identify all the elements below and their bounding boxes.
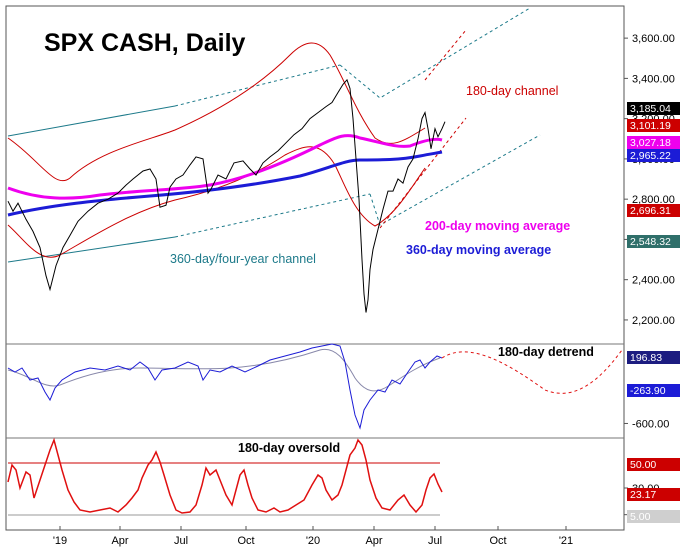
price-series-line — [7, 78, 446, 313]
badge-detrend-low: -263.90 — [627, 384, 680, 397]
annotation-360-day-ma: 360-day moving average — [406, 243, 551, 257]
annotation-four-year-channel: 360-day/four-year channel — [170, 252, 316, 266]
four-year-channel-upper-ext — [174, 64, 341, 107]
x-tick-label-1: Apr — [111, 535, 128, 547]
x-tick-group: '19 Apr Jul Oct '20 Apr Jul Oct '21 — [53, 526, 573, 547]
svg-text:5.00: 5.00 — [630, 511, 651, 523]
x-tick-label-7: Oct — [489, 535, 506, 547]
x-tick-label-4: '20 — [306, 535, 320, 547]
four-year-channel-projection — [339, 7, 531, 99]
y-tick-label-price-0: 2,200.00 — [632, 315, 675, 327]
detrend-panel — [7, 343, 623, 430]
svg-text:3,101.19: 3,101.19 — [630, 120, 671, 132]
svg-text:2,548.32: 2,548.32 — [630, 236, 671, 248]
badge-oversold-lower: 5.00 — [627, 510, 680, 523]
badge-four-year-lower: 2,548.32 — [627, 235, 680, 248]
x-tick-label-6: Jul — [428, 535, 442, 547]
x-tick-label-5: Apr — [365, 535, 382, 547]
svg-text:23.17: 23.17 — [630, 489, 656, 501]
y-tick-label-price-3: 2,800.00 — [632, 194, 675, 206]
chart-title: SPX CASH, Daily — [44, 29, 246, 57]
four-year-channel-lower — [7, 236, 176, 263]
svg-text:3,185.04: 3,185.04 — [630, 103, 671, 115]
badge-ma-200: 3,027.18 — [627, 136, 680, 149]
oversold-panel — [7, 437, 443, 516]
annotation-200-day-ma: 200-day moving average — [425, 219, 570, 233]
badge-spx-last: 3,185.04 — [627, 102, 680, 115]
svg-text:-263.90: -263.90 — [630, 385, 666, 397]
ma-360-line — [7, 150, 443, 217]
x-tick-label-3: Oct — [237, 535, 254, 547]
svg-text:2,696.31: 2,696.31 — [630, 205, 671, 217]
svg-text:50.00: 50.00 — [630, 459, 656, 471]
svg-text:3,027.18: 3,027.18 — [630, 137, 671, 149]
x-tick-label-2: Jul — [174, 535, 188, 547]
badge-oversold-upper: 50.00 — [627, 458, 680, 471]
detrend-projection — [441, 349, 623, 394]
channel-180-lower-ext — [379, 117, 467, 229]
ma-200-line — [7, 134, 443, 200]
x-tick-label-8: '21 — [559, 535, 573, 547]
detrend-line — [7, 343, 443, 430]
badge-channel-upper: 3,101.19 — [627, 119, 680, 132]
badge-ma-360: 2,965.22 — [627, 149, 680, 162]
channel-180-upper-ext — [424, 29, 467, 81]
y-tick-label-price-6: 3,400.00 — [632, 73, 675, 85]
badge-detrend-last: 196.83 — [627, 351, 680, 364]
oversold-line — [7, 437, 443, 514]
svg-text:2,965.22: 2,965.22 — [630, 150, 671, 162]
annotation-180-day-oversold: 180-day oversold — [238, 441, 340, 455]
x-tick-label-0: '19 — [53, 535, 67, 547]
svg-text:196.83: 196.83 — [630, 352, 662, 364]
four-year-channel-lower-projection — [369, 134, 541, 226]
badge-oversold-last: 23.17 — [627, 488, 680, 501]
channel-180-upper — [7, 42, 426, 182]
detrend-smooth-line — [7, 348, 441, 392]
y-tick-label-detrend-0: -600.00 — [632, 418, 669, 430]
four-year-channel-upper — [7, 105, 176, 137]
badge-channel-lower: 2,696.31 — [627, 204, 680, 217]
annotation-180-day-channel: 180-day channel — [466, 84, 558, 98]
y-tick-label-price-1: 2,400.00 — [632, 275, 675, 287]
y-tick-label-price-7: 3,600.00 — [632, 33, 675, 45]
annotation-180-day-detrend: 180-day detrend — [498, 345, 594, 359]
